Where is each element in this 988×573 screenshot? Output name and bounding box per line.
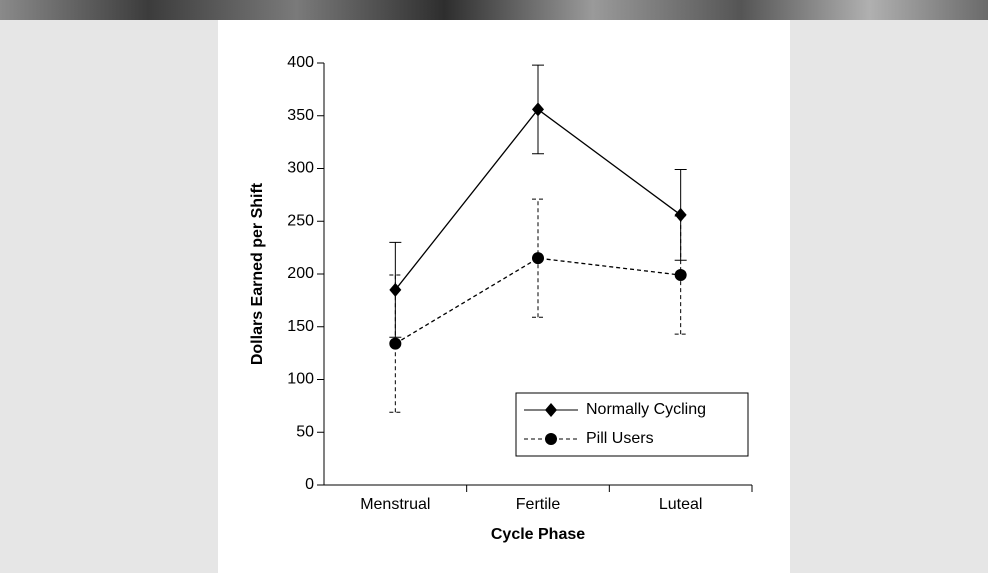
y-axis-title: Dollars Earned per Shift bbox=[249, 182, 266, 365]
y-tick-label: 350 bbox=[287, 107, 314, 124]
y-tick-label: 250 bbox=[287, 212, 314, 229]
chart: Cycle Phase Dollars Earned per Shift 0 50… bbox=[0, 0, 988, 573]
y-tick-label: 300 bbox=[287, 160, 314, 177]
y-tick-label: 150 bbox=[287, 318, 314, 335]
x-tick-label: Fertile bbox=[516, 496, 561, 513]
marker bbox=[389, 338, 401, 350]
marker bbox=[532, 252, 544, 264]
y-tick-label: 50 bbox=[296, 423, 314, 440]
page: {"chart_data": {"type": "line", "x_label… bbox=[0, 0, 988, 573]
x-tick-label: Menstrual bbox=[360, 496, 430, 513]
y-tick-label: 100 bbox=[287, 371, 314, 388]
y-tick-label: 400 bbox=[287, 54, 314, 71]
legend-label: Pill Users bbox=[586, 430, 654, 447]
x-tick-label: Luteal bbox=[659, 496, 703, 513]
legend-label: Normally Cycling bbox=[586, 401, 706, 418]
x-axis-title: Cycle Phase bbox=[491, 526, 585, 543]
marker bbox=[675, 269, 687, 281]
y-tick-label: 200 bbox=[287, 265, 314, 282]
y-tick-label: 0 bbox=[305, 476, 314, 493]
legend-marker bbox=[545, 433, 557, 445]
